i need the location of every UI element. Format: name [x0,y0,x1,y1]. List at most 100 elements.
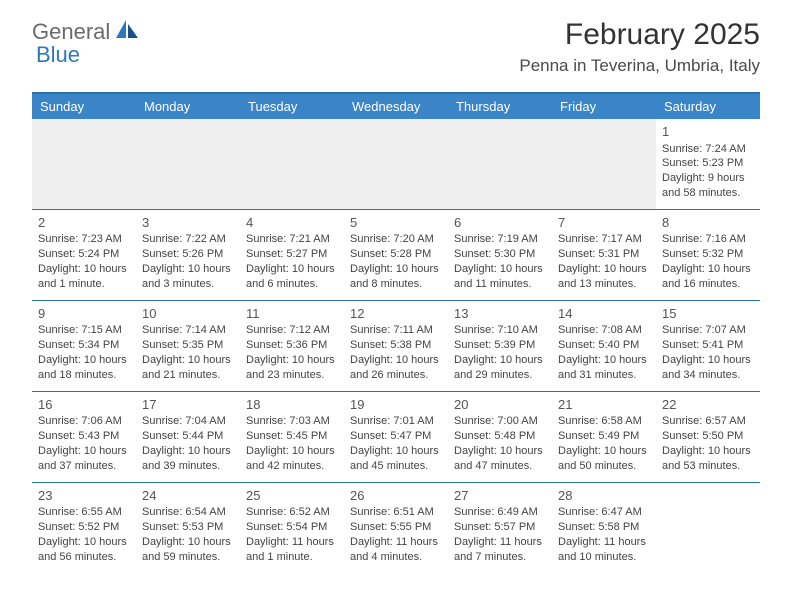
day-number: 28 [558,487,650,505]
daylight-text: Daylight: 10 hours and 56 minutes. [38,535,130,565]
sunrise-text: Sunrise: 7:03 AM [246,414,338,429]
daylight-text: Daylight: 10 hours and 16 minutes. [662,262,754,292]
sunset-text: Sunset: 5:31 PM [558,247,650,262]
daylight-text: Daylight: 10 hours and 45 minutes. [350,444,442,474]
calendar: Sunday Monday Tuesday Wednesday Thursday… [32,92,760,573]
daylight-text: Daylight: 10 hours and 39 minutes. [142,444,234,474]
daylight-text: Daylight: 10 hours and 26 minutes. [350,353,442,383]
sunrise-text: Sunrise: 6:54 AM [142,505,234,520]
day-number: 22 [662,396,754,414]
empty-cell [136,119,240,209]
sunrise-text: Sunrise: 7:24 AM [662,142,754,157]
sunset-text: Sunset: 5:30 PM [454,247,546,262]
daylight-text: Daylight: 10 hours and 31 minutes. [558,353,650,383]
day-cell: 7Sunrise: 7:17 AMSunset: 5:31 PMDaylight… [552,210,656,300]
sunset-text: Sunset: 5:47 PM [350,429,442,444]
title-block: February 2025 Penna in Teverina, Umbria,… [519,18,760,76]
sunrise-text: Sunrise: 6:55 AM [38,505,130,520]
sunset-text: Sunset: 5:48 PM [454,429,546,444]
day-cell: 8Sunrise: 7:16 AMSunset: 5:32 PMDaylight… [656,210,760,300]
day-header-row: Sunday Monday Tuesday Wednesday Thursday… [32,94,760,119]
sunset-text: Sunset: 5:53 PM [142,520,234,535]
day-cell: 27Sunrise: 6:49 AMSunset: 5:57 PMDayligh… [448,483,552,573]
day-cell: 23Sunrise: 6:55 AMSunset: 5:52 PMDayligh… [32,483,136,573]
sunset-text: Sunset: 5:36 PM [246,338,338,353]
daylight-text: Daylight: 10 hours and 29 minutes. [454,353,546,383]
day-cell: 11Sunrise: 7:12 AMSunset: 5:36 PMDayligh… [240,301,344,391]
location: Penna in Teverina, Umbria, Italy [519,56,760,76]
day-number: 24 [142,487,234,505]
day-cell: 22Sunrise: 6:57 AMSunset: 5:50 PMDayligh… [656,392,760,482]
day-number: 6 [454,214,546,232]
daylight-text: Daylight: 11 hours and 1 minute. [246,535,338,565]
sunrise-text: Sunrise: 7:15 AM [38,323,130,338]
day-number: 13 [454,305,546,323]
sunset-text: Sunset: 5:43 PM [38,429,130,444]
sunset-text: Sunset: 5:27 PM [246,247,338,262]
day-number: 1 [662,123,754,141]
day-header: Friday [552,94,656,119]
sunrise-text: Sunrise: 6:57 AM [662,414,754,429]
sunset-text: Sunset: 5:40 PM [558,338,650,353]
day-cell: 5Sunrise: 7:20 AMSunset: 5:28 PMDaylight… [344,210,448,300]
sunset-text: Sunset: 5:34 PM [38,338,130,353]
day-cell: 3Sunrise: 7:22 AMSunset: 5:26 PMDaylight… [136,210,240,300]
day-number: 10 [142,305,234,323]
logo-blue-row: Blue [36,42,80,68]
day-cell: 19Sunrise: 7:01 AMSunset: 5:47 PMDayligh… [344,392,448,482]
sunrise-text: Sunrise: 7:23 AM [38,232,130,247]
week-row: 16Sunrise: 7:06 AMSunset: 5:43 PMDayligh… [32,392,760,483]
empty-cell [448,119,552,209]
sunrise-text: Sunrise: 7:11 AM [350,323,442,338]
sunset-text: Sunset: 5:57 PM [454,520,546,535]
empty-cell [552,119,656,209]
weeks-container: 1Sunrise: 7:24 AMSunset: 5:23 PM Daylight… [32,119,760,573]
sunset-text: Sunset: 5:23 PM [662,156,754,171]
day-cell: 17Sunrise: 7:04 AMSunset: 5:44 PMDayligh… [136,392,240,482]
logo: General [32,18,142,45]
sunrise-text: Sunrise: 7:12 AM [246,323,338,338]
sunset-text: Sunset: 5:52 PM [38,520,130,535]
day-cell: 4Sunrise: 7:21 AMSunset: 5:27 PMDaylight… [240,210,344,300]
day-cell: 26Sunrise: 6:51 AMSunset: 5:55 PMDayligh… [344,483,448,573]
sunset-text: Sunset: 5:44 PM [142,429,234,444]
day-header: Thursday [448,94,552,119]
day-number: 14 [558,305,650,323]
day-number: 7 [558,214,650,232]
sunrise-text: Sunrise: 7:08 AM [558,323,650,338]
sunset-text: Sunset: 5:24 PM [38,247,130,262]
sunset-text: Sunset: 5:28 PM [350,247,442,262]
day-number: 27 [454,487,546,505]
daylight-text: Daylight: 10 hours and 8 minutes. [350,262,442,292]
week-row: 2Sunrise: 7:23 AMSunset: 5:24 PM Daylight… [32,210,760,301]
day-cell: 1Sunrise: 7:24 AMSunset: 5:23 PMDaylight… [656,119,760,209]
sunrise-text: Sunrise: 6:58 AM [558,414,650,429]
daylight-text: Daylight: 10 hours and 42 minutes. [246,444,338,474]
header: General February 2025 Penna in Teverina,… [0,0,792,84]
sunset-text: Sunset: 5:35 PM [142,338,234,353]
logo-sail-icon [114,18,140,45]
day-cell: 18Sunrise: 7:03 AMSunset: 5:45 PMDayligh… [240,392,344,482]
day-cell: 24Sunrise: 6:54 AMSunset: 5:53 PMDayligh… [136,483,240,573]
day-number: 18 [246,396,338,414]
day-number: 26 [350,487,442,505]
day-number: 4 [246,214,338,232]
daylight-text: Daylight: 10 hours and 23 minutes. [246,353,338,383]
sunrise-text: Sunrise: 7:00 AM [454,414,546,429]
day-number: 2 [38,214,130,232]
day-number: 19 [350,396,442,414]
day-number: 9 [38,305,130,323]
sunrise-text: Sunrise: 7:07 AM [662,323,754,338]
day-cell: 21Sunrise: 6:58 AMSunset: 5:49 PMDayligh… [552,392,656,482]
sunrise-text: Sunrise: 7:14 AM [142,323,234,338]
week-row: 23Sunrise: 6:55 AMSunset: 5:52 PMDayligh… [32,483,760,573]
sunrise-text: Sunrise: 7:22 AM [142,232,234,247]
sunset-text: Sunset: 5:26 PM [142,247,234,262]
day-cell: 13Sunrise: 7:10 AMSunset: 5:39 PMDayligh… [448,301,552,391]
sunrise-text: Sunrise: 7:04 AM [142,414,234,429]
daylight-text: Daylight: 11 hours and 7 minutes. [454,535,546,565]
day-number: 5 [350,214,442,232]
day-number: 23 [38,487,130,505]
daylight-text: Daylight: 10 hours and 6 minutes. [246,262,338,292]
day-number: 25 [246,487,338,505]
